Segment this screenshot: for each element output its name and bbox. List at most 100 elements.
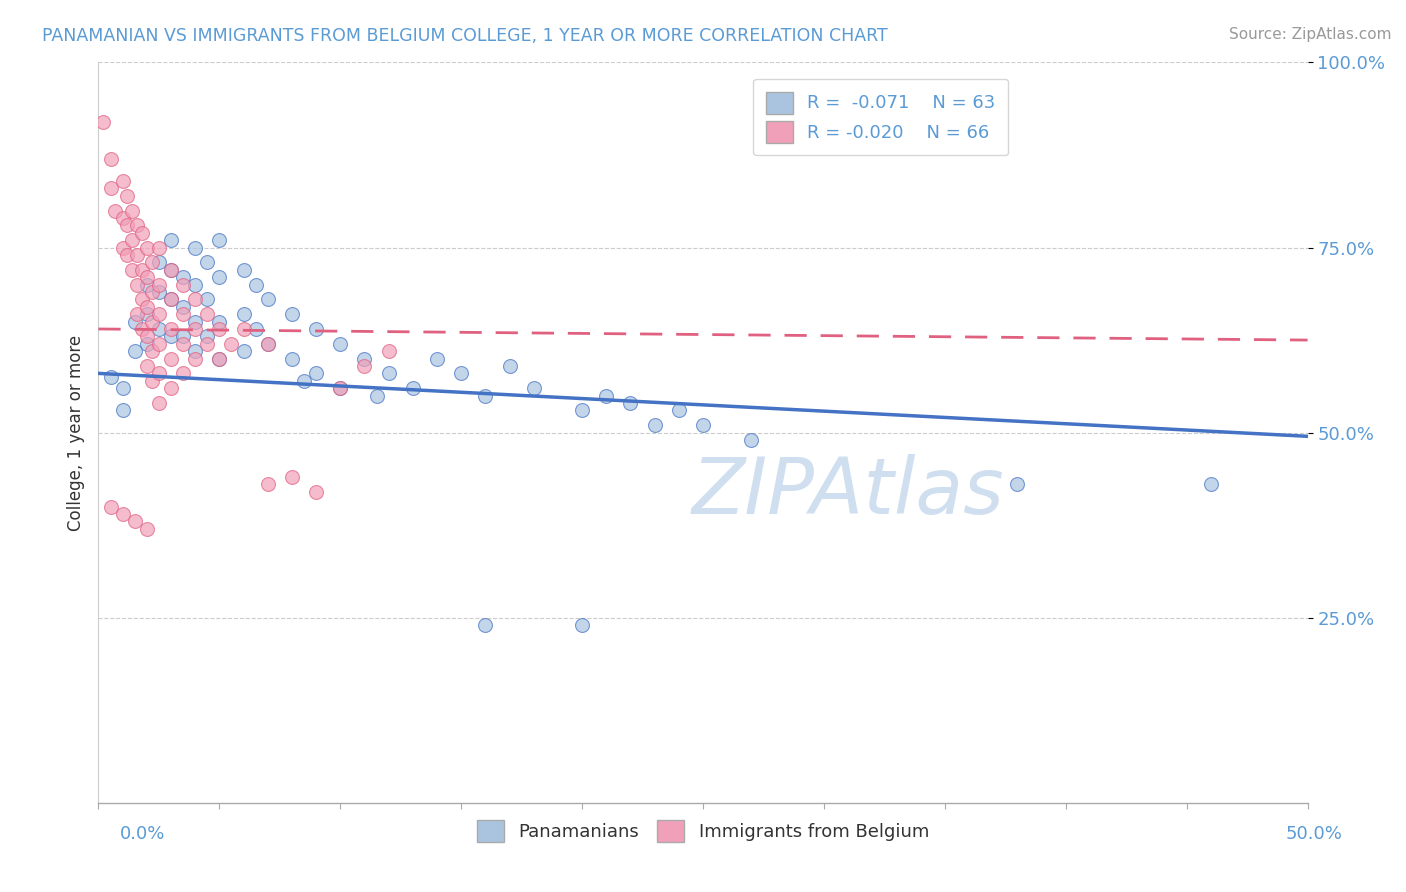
Point [184,344,207,359]
Point [232,322,254,336]
Point [195,293,218,307]
Point [135,522,157,536]
Point [148,322,170,336]
Point [148,240,170,255]
Point [1199,477,1222,491]
Point [141,374,163,388]
Point [184,322,207,336]
Point [256,336,278,351]
Point [305,322,328,336]
Point [91,114,114,128]
Point [148,396,170,410]
Point [141,285,163,299]
Point [100,181,122,195]
Point [184,293,207,307]
Point [117,219,139,233]
Point [305,484,328,499]
Point [111,240,134,255]
Point [148,255,170,269]
Point [100,500,122,514]
Point [111,403,134,417]
Point [740,433,762,447]
Point [498,359,520,373]
Point [208,322,231,336]
Point [160,262,183,277]
Text: 50.0%: 50.0% [1286,825,1343,843]
Text: Source: ZipAtlas.com: Source: ZipAtlas.com [1229,27,1392,42]
Point [141,344,163,359]
Point [195,329,218,343]
Point [121,233,143,247]
Point [668,403,690,417]
Point [148,285,170,299]
Point [111,174,134,188]
Point [1007,477,1029,491]
Point [329,381,352,395]
Text: 0.0%: 0.0% [120,825,165,843]
Point [184,240,207,255]
Point [172,277,194,292]
Point [195,255,218,269]
Point [208,270,231,285]
Point [232,307,254,321]
Point [160,351,183,366]
Point [644,418,666,433]
Point [124,515,146,529]
Point [281,351,304,366]
Point [172,367,194,381]
Point [595,388,617,402]
Point [245,277,267,292]
Point [619,396,641,410]
Point [172,307,194,321]
Point [232,262,254,277]
Point [141,255,163,269]
Point [121,262,143,277]
Point [111,211,134,225]
Point [111,507,134,521]
Point [127,248,149,262]
Point [208,314,231,328]
Point [208,351,231,366]
Point [131,226,153,240]
Point [100,370,122,384]
Point [135,307,157,321]
Text: PANAMANIAN VS IMMIGRANTS FROM BELGIUM COLLEGE, 1 YEAR OR MORE CORRELATION CHART: PANAMANIAN VS IMMIGRANTS FROM BELGIUM CO… [42,27,889,45]
Point [281,470,304,484]
Point [692,418,714,433]
Point [281,307,304,321]
Point [366,388,388,402]
Point [127,307,149,321]
Point [402,381,425,395]
Point [131,262,153,277]
Point [292,374,315,388]
Point [148,277,170,292]
Point [104,203,127,218]
Point [160,381,183,395]
Y-axis label: College, 1 year or more: College, 1 year or more [66,334,84,531]
Point [256,336,278,351]
Point [148,336,170,351]
Point [474,618,496,632]
Point [329,381,352,395]
Point [571,403,593,417]
Point [160,262,183,277]
Point [221,336,243,351]
Text: ZIPAtlas: ZIPAtlas [692,454,1004,530]
Point [172,300,194,314]
Point [100,152,122,166]
Point [117,248,139,262]
Point [377,367,399,381]
Point [474,388,496,402]
Point [256,477,278,491]
Point [1344,119,1367,133]
Point [131,322,153,336]
Point [208,233,231,247]
Point [135,270,157,285]
Point [160,322,183,336]
Point [135,277,157,292]
Point [353,351,375,366]
Point [377,344,399,359]
Point [232,344,254,359]
Point [160,293,183,307]
Point [135,300,157,314]
